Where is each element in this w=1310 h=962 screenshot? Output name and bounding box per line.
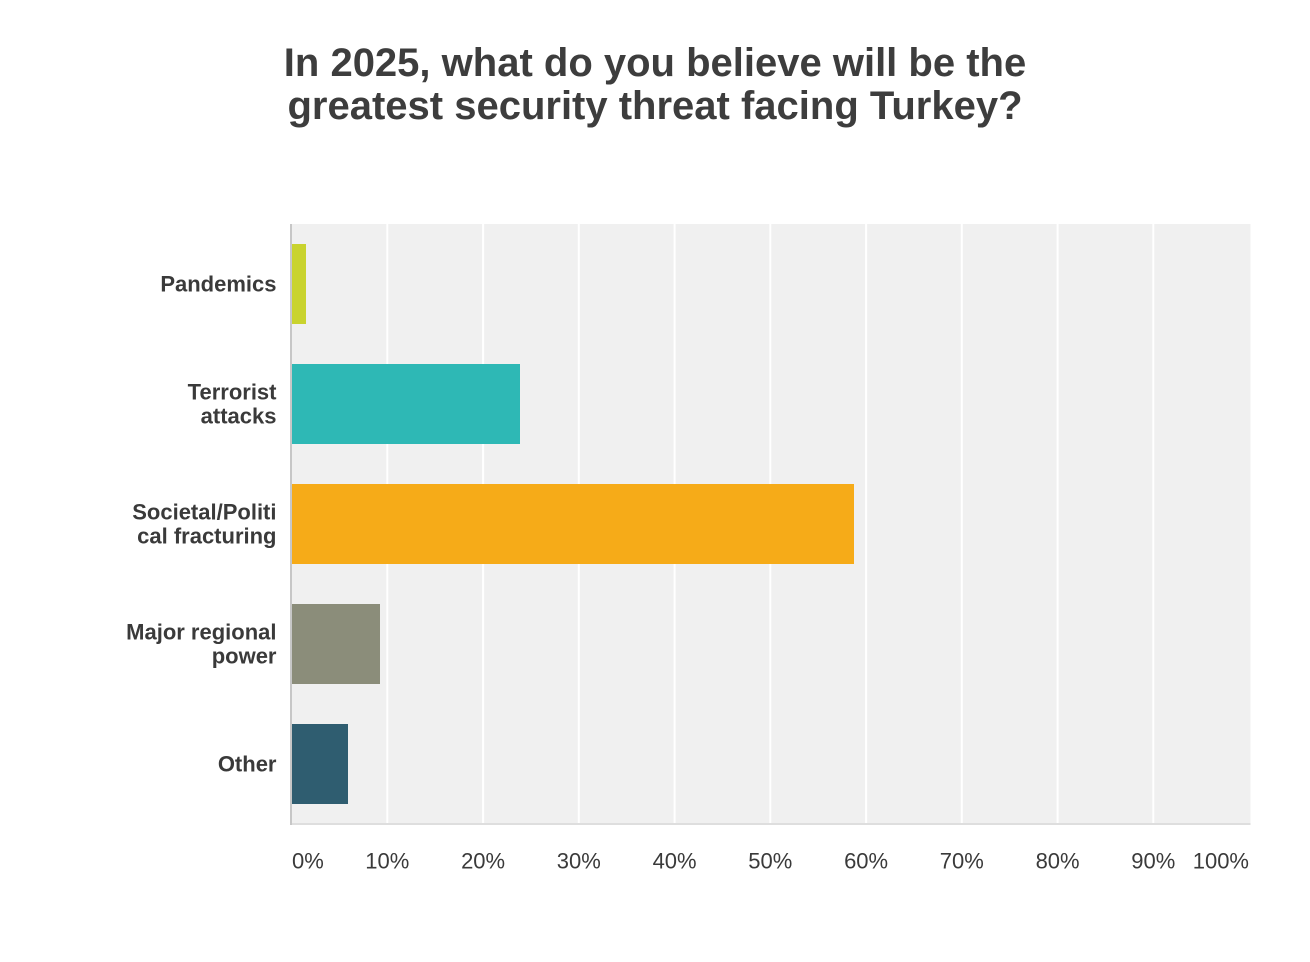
svg-text:power: power	[212, 644, 277, 669]
svg-text:attacks: attacks	[201, 404, 277, 429]
svg-text:greatest security threat facin: greatest security threat facing Turkey?	[287, 84, 1022, 128]
svg-text:Pandemics: Pandemics	[160, 272, 276, 297]
svg-text:In 2025, what do you believe w: In 2025, what do you believe will be the	[284, 41, 1026, 85]
svg-text:50%: 50%	[748, 849, 792, 874]
svg-text:cal fracturing: cal fracturing	[137, 524, 276, 549]
svg-text:20%: 20%	[461, 849, 505, 874]
svg-text:10%: 10%	[365, 849, 409, 874]
svg-text:30%: 30%	[557, 849, 601, 874]
svg-text:0%: 0%	[292, 849, 324, 874]
svg-text:Other: Other	[218, 752, 277, 777]
svg-text:70%: 70%	[940, 849, 984, 874]
svg-text:Societal/Politi: Societal/Politi	[132, 500, 276, 525]
svg-text:90%: 90%	[1131, 849, 1175, 874]
svg-text:100%: 100%	[1193, 849, 1249, 874]
svg-text:40%: 40%	[653, 849, 697, 874]
svg-text:Terrorist: Terrorist	[188, 380, 278, 405]
svg-text:60%: 60%	[844, 849, 888, 874]
svg-text:Major regional: Major regional	[126, 620, 276, 645]
svg-text:80%: 80%	[1036, 849, 1080, 874]
